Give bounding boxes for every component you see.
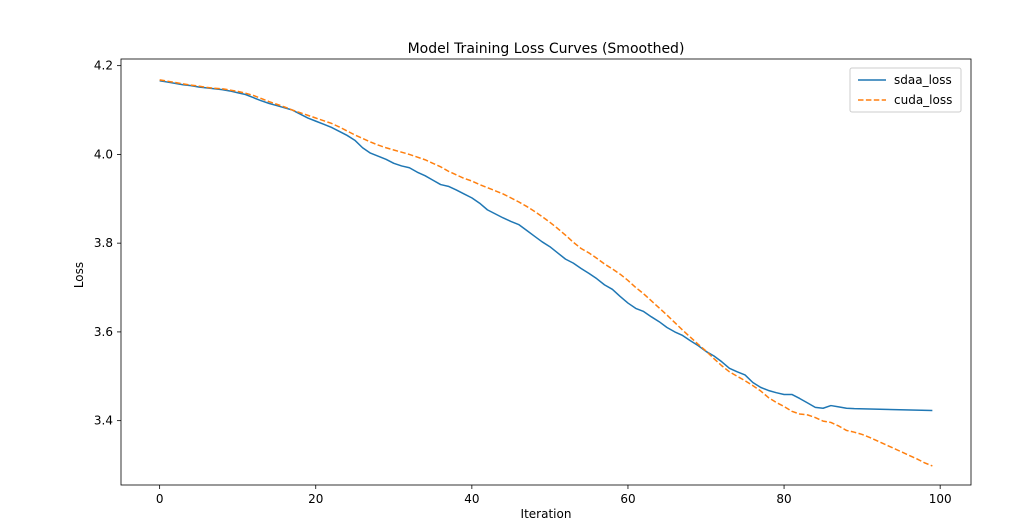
x-tick-label: 100 <box>929 492 952 506</box>
x-tick-label: 80 <box>776 492 791 506</box>
series-line-cuda_loss <box>159 79 933 467</box>
series-line-sdaa_loss <box>159 80 933 412</box>
legend: sdaa_loss cuda_loss <box>849 67 962 113</box>
x-axis-label: Iteration <box>521 507 572 521</box>
legend-box <box>849 67 962 113</box>
plot-area <box>120 58 972 486</box>
x-axis: 0 20 40 60 80 100 <box>156 485 952 506</box>
y-tick-label: 3.6 <box>94 325 113 339</box>
y-tick-label: 3.8 <box>94 236 113 250</box>
y-axis: 3.4 3.6 3.8 4.0 4.2 <box>94 59 121 428</box>
x-tick-label: 60 <box>620 492 635 506</box>
axes-frame <box>120 58 972 486</box>
x-tick-label: 0 <box>156 492 164 506</box>
y-tick-label: 3.4 <box>94 414 113 428</box>
chart-title: Model Training Loss Curves (Smoothed) <box>408 41 685 57</box>
x-tick-label: 20 <box>308 492 323 506</box>
legend-label-sdaa_loss: sdaa_loss <box>894 73 952 87</box>
y-axis-label: Loss <box>72 262 86 288</box>
y-tick-label: 4.2 <box>94 59 113 73</box>
y-tick-label: 4.0 <box>94 147 113 161</box>
legend-label-cuda_loss: cuda_loss <box>894 93 952 107</box>
x-tick-label: 40 <box>464 492 479 506</box>
